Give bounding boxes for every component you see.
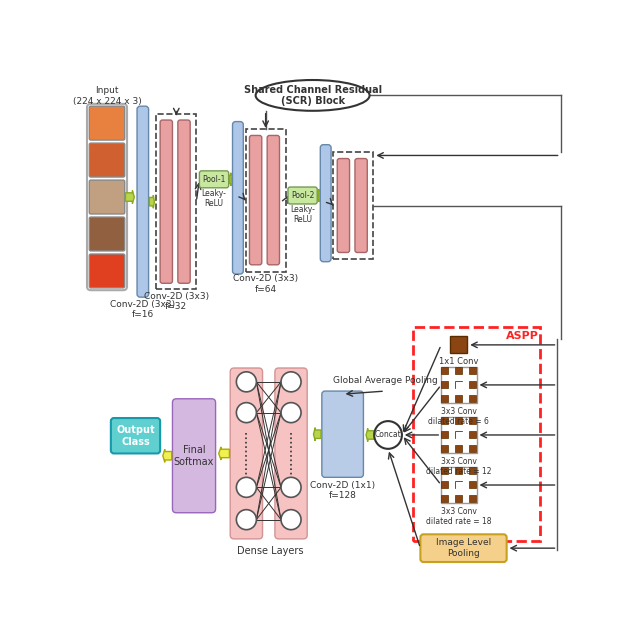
- Text: 3x3 Conv
dilated rate = 12: 3x3 Conv dilated rate = 12: [426, 457, 492, 476]
- Bar: [441, 367, 477, 403]
- Bar: [455, 495, 462, 502]
- Text: Shared Channel Residual
(SCR) Block: Shared Channel Residual (SCR) Block: [244, 85, 381, 106]
- Text: Input
(224 x 224 x 3): Input (224 x 224 x 3): [72, 87, 141, 106]
- Bar: [441, 445, 448, 452]
- FancyBboxPatch shape: [288, 187, 317, 204]
- Circle shape: [374, 421, 402, 449]
- Bar: [455, 367, 462, 374]
- Text: Concat: Concat: [374, 431, 401, 440]
- Text: Dense Layers: Dense Layers: [237, 546, 303, 556]
- Bar: [455, 381, 462, 388]
- FancyArrow shape: [163, 449, 172, 462]
- Bar: [441, 431, 448, 438]
- Bar: [441, 467, 477, 503]
- Text: Conv-2D (3x3)
f=16: Conv-2D (3x3) f=16: [110, 300, 175, 319]
- Ellipse shape: [255, 80, 369, 111]
- Bar: [456, 382, 463, 389]
- Circle shape: [236, 510, 257, 529]
- Bar: [441, 381, 448, 388]
- FancyArrow shape: [219, 447, 230, 460]
- Bar: [456, 482, 463, 489]
- Bar: [413, 327, 540, 541]
- Bar: [455, 395, 462, 402]
- FancyBboxPatch shape: [178, 120, 190, 283]
- Text: Image Level
Pooling: Image Level Pooling: [436, 538, 491, 558]
- Text: Pool-1: Pool-1: [202, 175, 226, 184]
- FancyArrow shape: [125, 190, 134, 204]
- Circle shape: [281, 478, 301, 497]
- FancyBboxPatch shape: [337, 158, 349, 253]
- Bar: [469, 417, 476, 424]
- FancyBboxPatch shape: [90, 180, 125, 214]
- Bar: [469, 367, 476, 374]
- FancyArrow shape: [149, 195, 154, 208]
- Bar: [246, 129, 285, 272]
- Text: 3x3 Conv
dilated rate = 18: 3x3 Conv dilated rate = 18: [426, 507, 492, 526]
- FancyBboxPatch shape: [90, 217, 125, 251]
- FancyBboxPatch shape: [230, 368, 262, 539]
- Bar: [441, 495, 448, 502]
- Bar: [333, 153, 373, 258]
- Bar: [469, 381, 476, 388]
- FancyBboxPatch shape: [232, 122, 243, 274]
- FancyBboxPatch shape: [160, 120, 172, 283]
- FancyBboxPatch shape: [90, 254, 125, 288]
- Bar: [469, 495, 476, 502]
- FancyBboxPatch shape: [137, 106, 148, 297]
- FancyBboxPatch shape: [275, 368, 307, 539]
- Bar: [469, 467, 476, 474]
- FancyBboxPatch shape: [320, 145, 331, 262]
- Text: Conv-2D (1x1)
f=128: Conv-2D (1x1) f=128: [310, 481, 375, 500]
- Circle shape: [281, 510, 301, 529]
- Bar: [469, 445, 476, 452]
- Text: Leaky-
ReLU: Leaky- ReLU: [290, 205, 315, 224]
- Text: ASPP: ASPP: [506, 331, 540, 342]
- FancyBboxPatch shape: [111, 418, 160, 453]
- FancyBboxPatch shape: [267, 135, 280, 265]
- Bar: [455, 431, 462, 438]
- Bar: [456, 432, 463, 439]
- Text: Global Average Pooling: Global Average Pooling: [333, 376, 437, 385]
- Bar: [469, 395, 476, 402]
- Text: 1x1 Conv: 1x1 Conv: [439, 356, 479, 365]
- Text: Pool-2: Pool-2: [291, 191, 314, 200]
- Bar: [469, 431, 476, 438]
- FancyArrow shape: [314, 428, 321, 441]
- FancyBboxPatch shape: [90, 106, 125, 140]
- Bar: [441, 395, 448, 402]
- FancyBboxPatch shape: [420, 535, 507, 562]
- FancyArrow shape: [230, 173, 231, 186]
- Bar: [441, 417, 477, 453]
- Bar: [455, 417, 462, 424]
- FancyArrow shape: [366, 428, 374, 442]
- Text: 3x3 Conv
dilated rate = 6: 3x3 Conv dilated rate = 6: [428, 407, 490, 426]
- Text: Final
Softmax: Final Softmax: [174, 445, 214, 467]
- FancyBboxPatch shape: [172, 399, 216, 513]
- Bar: [156, 114, 196, 290]
- FancyBboxPatch shape: [322, 391, 364, 478]
- Bar: [441, 367, 448, 374]
- Bar: [441, 467, 448, 474]
- Text: Conv-2D (3x3)
f=64: Conv-2D (3x3) f=64: [233, 274, 298, 294]
- FancyBboxPatch shape: [250, 135, 262, 265]
- Circle shape: [236, 403, 257, 422]
- Bar: [455, 481, 462, 488]
- Text: Conv-2D (3x3)
f=32: Conv-2D (3x3) f=32: [144, 292, 209, 312]
- Bar: [455, 467, 462, 474]
- FancyBboxPatch shape: [355, 158, 367, 253]
- Text: Leaky-
ReLU: Leaky- ReLU: [202, 189, 227, 208]
- Circle shape: [281, 372, 301, 392]
- FancyBboxPatch shape: [90, 143, 125, 177]
- FancyArrow shape: [318, 189, 319, 202]
- Circle shape: [236, 478, 257, 497]
- Bar: [451, 337, 467, 353]
- FancyBboxPatch shape: [200, 171, 228, 188]
- Bar: [455, 445, 462, 452]
- Bar: [441, 417, 448, 424]
- Bar: [469, 481, 476, 488]
- Circle shape: [281, 403, 301, 422]
- Bar: [441, 481, 448, 488]
- Text: Output
Class: Output Class: [116, 425, 155, 447]
- Circle shape: [236, 372, 257, 392]
